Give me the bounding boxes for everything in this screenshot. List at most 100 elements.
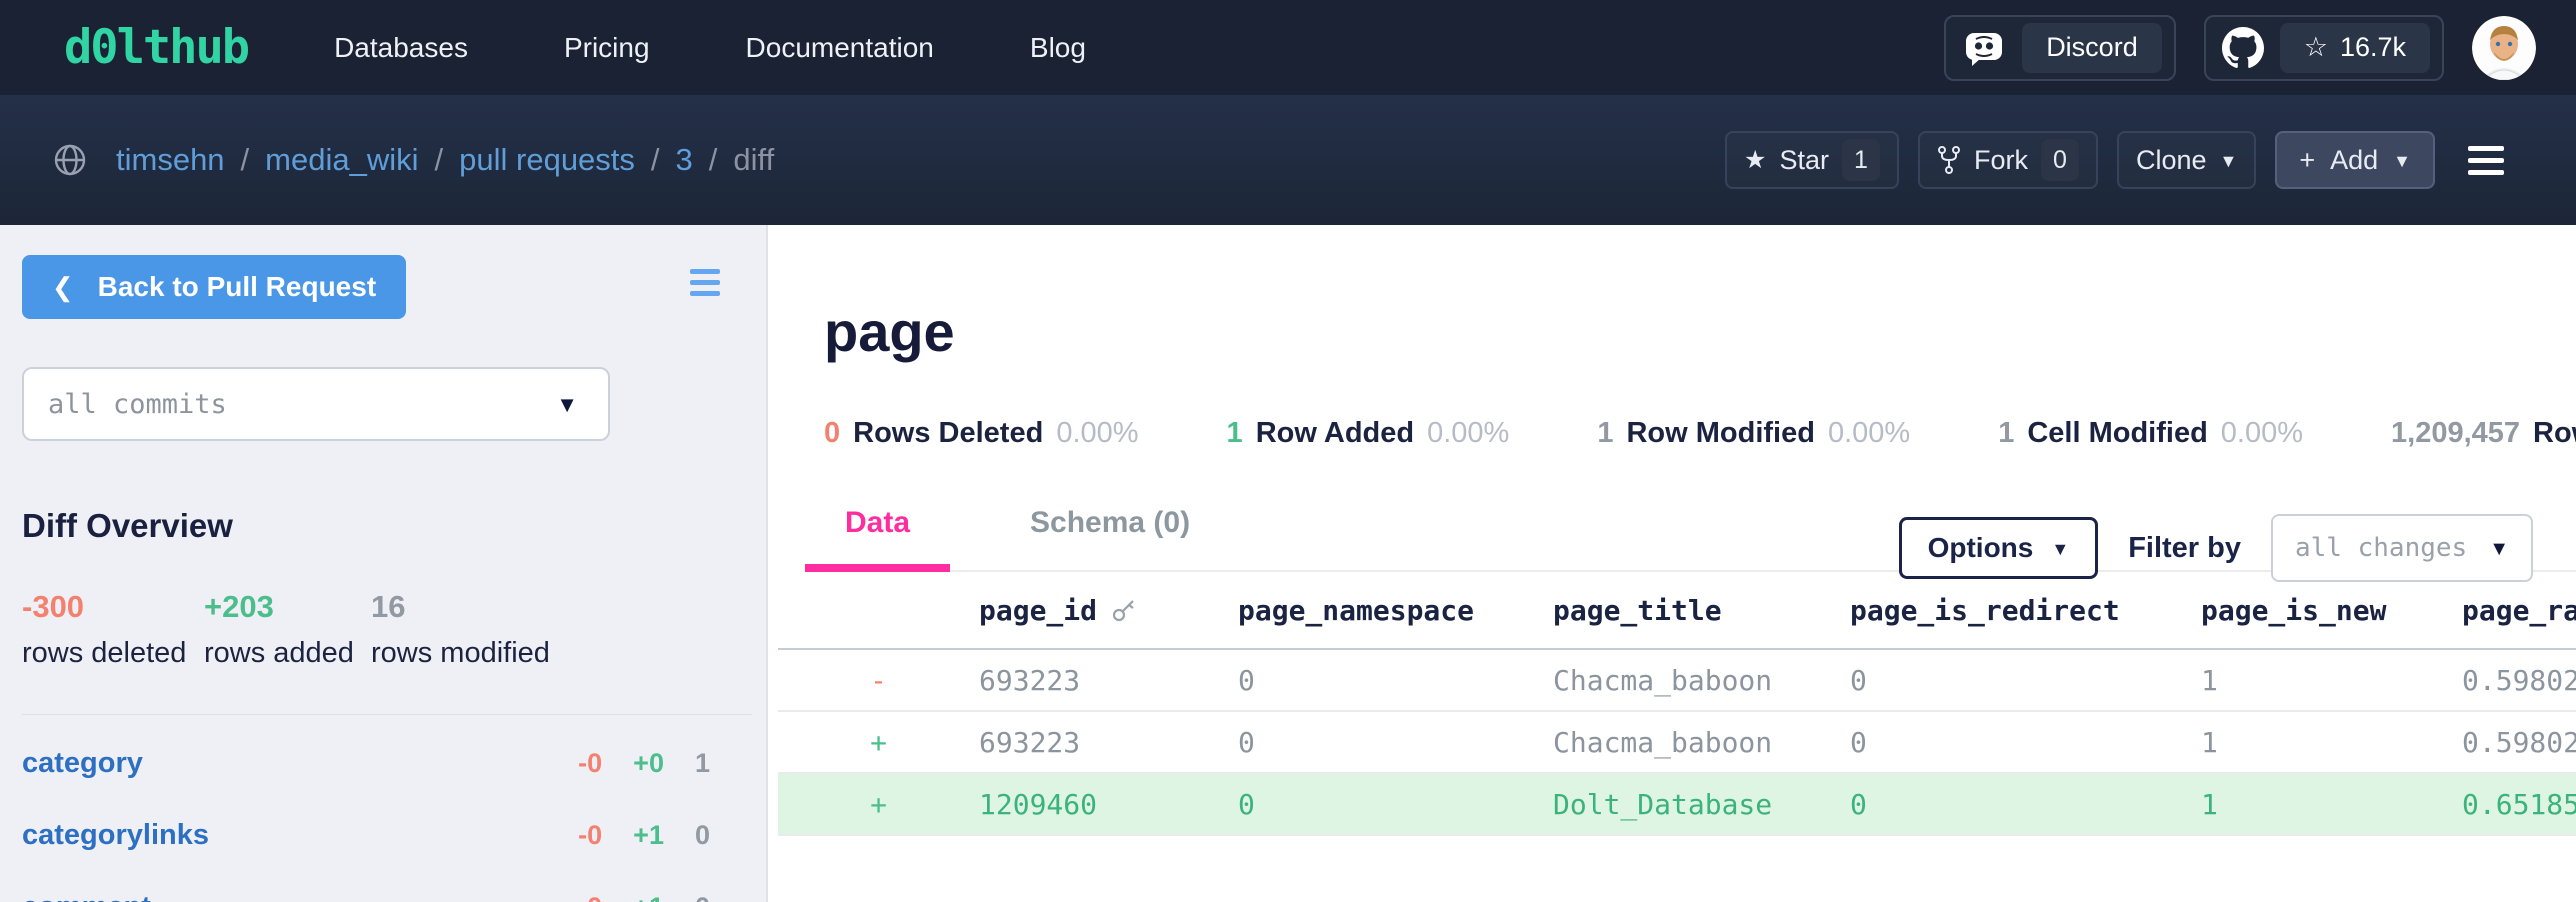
summary-value: 1: [1998, 417, 2015, 449]
table-modified-count: 1: [694, 747, 710, 778]
breadcrumb-separator: /: [708, 142, 718, 177]
breadcrumb-repo[interactable]: media_wiki: [265, 142, 419, 177]
filter-by-label: Filter by: [2128, 531, 2241, 564]
column-header-page-id: page_id: [979, 594, 1238, 627]
fork-count-badge: 0: [2040, 139, 2079, 181]
tab-schema[interactable]: Schema (0): [1030, 506, 1191, 539]
cell-page-namespace: 0: [1238, 725, 1255, 759]
sidebar-hamburger-icon[interactable]: [690, 269, 720, 296]
filter-dropdown[interactable]: all changes ▼: [2271, 514, 2533, 582]
diff-summary-row: 0 Rows Deleted 0.00% 1 Row Added 0.00% 1…: [824, 417, 2576, 450]
changed-tables-list: category -0 +0 1 categorylinks -0 +1 0: [22, 727, 738, 902]
breadcrumb-separator: /: [434, 142, 444, 177]
summary-percent: 0.00%: [1056, 417, 1139, 449]
github-button[interactable]: ☆ 16.7k: [2203, 14, 2444, 81]
repo-header-bar: timsehn / media_wiki / pull requests / 3…: [0, 95, 2576, 225]
menu-hamburger-icon[interactable]: [2468, 145, 2504, 175]
nav-link-databases[interactable]: Databases: [334, 31, 468, 63]
add-button[interactable]: + Add ▼: [2275, 131, 2435, 189]
table-row-added-modified[interactable]: + 693223 0 Chacma_baboon 0 1 0.59802: [778, 712, 2576, 774]
filter-dropdown-value: all changes: [2295, 533, 2468, 563]
summary-value: 1: [1597, 417, 1614, 449]
fork-button[interactable]: Fork 0: [1917, 131, 2098, 189]
summary-row-added: 1 Row Added 0.00%: [1227, 417, 1510, 450]
table-controls: Options ▼ Filter by all changes ▼: [1898, 514, 2533, 582]
summary-label: Cell Modified: [2027, 417, 2208, 449]
commits-dropdown-value: all commits: [48, 388, 227, 420]
cell-page-is-redirect: 0: [1850, 663, 1867, 697]
summary-value: 1: [1226, 417, 1243, 449]
dolthub-logo[interactable]: d0lthub: [64, 20, 250, 75]
cell-page-is-new: 1: [2201, 787, 2218, 821]
summary-rows-deleted: 0 Rows Deleted 0.00%: [824, 417, 1139, 450]
nav-link-documentation[interactable]: Documentation: [745, 31, 934, 63]
nav-link-pricing[interactable]: Pricing: [563, 31, 650, 63]
chevron-down-icon: ▼: [2489, 537, 2509, 560]
row-added-marker: +: [870, 725, 887, 759]
table-deleted-count: -0: [578, 747, 603, 778]
summary-rows-unmodified: 1,209,457 Row: [2391, 417, 2576, 450]
breadcrumb-pull-requests[interactable]: pull requests: [459, 142, 635, 177]
back-button-label: Back to Pull Request: [97, 271, 377, 302]
table-link[interactable]: category: [22, 746, 143, 779]
cell-page-random: 0.65185: [2462, 787, 2576, 821]
summary-value: 0: [824, 417, 841, 449]
primary-key-icon: [1111, 597, 1137, 623]
cell-page-namespace: 0: [1238, 787, 1255, 821]
column-header-page-namespace: page_namespace: [1238, 593, 1475, 627]
cell-page-namespace: 0: [1238, 663, 1255, 697]
breadcrumb-owner[interactable]: timsehn: [116, 142, 225, 177]
rows-modified-value: 16: [371, 589, 406, 624]
chevron-down-icon: ▼: [2219, 150, 2238, 171]
star-button[interactable]: ★ Star 1: [1725, 131, 1899, 189]
summary-label: Row Added: [1255, 417, 1415, 449]
table-modified-count: 0: [695, 892, 710, 902]
summary-cell-modified: 1 Cell Modified 0.00%: [1998, 417, 2303, 450]
github-icon: [2221, 26, 2264, 69]
clone-label: Clone: [2135, 144, 2207, 175]
column-header-page-is-redirect: page_is_redirect: [1850, 593, 2120, 627]
globe-icon: [52, 142, 88, 178]
table-link[interactable]: categorylinks: [22, 818, 209, 851]
table-deleted-count: -0: [578, 819, 603, 850]
table-row-deleted[interactable]: - 693223 0 Chacma_baboon 0 1 0.59802: [778, 650, 2576, 712]
rows-deleted-label: rows deleted: [22, 637, 187, 669]
discord-icon: [1962, 28, 2006, 68]
sidebar-divider: [22, 714, 752, 715]
rows-modified-label: rows modified: [371, 637, 550, 669]
table-row-added[interactable]: + 1209460 0 Dolt_Database 0 1 0.65185: [778, 774, 2576, 836]
user-avatar[interactable]: [2472, 15, 2536, 80]
primary-nav: Databases Pricing Documentation Blog: [334, 32, 1086, 64]
discord-button[interactable]: Discord: [1944, 14, 2176, 81]
diff-overview-title: Diff Overview: [22, 507, 233, 544]
rows-added-label: rows added: [204, 637, 354, 669]
stat-rows-added: +203 rows added: [204, 589, 371, 670]
clone-button[interactable]: Clone ▼: [2116, 131, 2257, 189]
cell-page-is-redirect: 0: [1850, 725, 1867, 759]
table-list-item-category: category -0 +0 1: [22, 727, 738, 799]
table-header-row: page_id page_namespace page_title page_i…: [778, 572, 2576, 650]
table-list-item-comment: comment -0 +1 0: [22, 871, 738, 902]
table-deleted-count: -0: [578, 892, 602, 902]
diff-sidebar: ❮ Back to Pull Request all commits ▼ Dif…: [0, 225, 768, 902]
cell-page-is-new: 1: [2201, 663, 2218, 697]
cell-page-is-redirect: 0: [1850, 787, 1867, 821]
commits-dropdown[interactable]: all commits ▼: [22, 367, 610, 441]
breadcrumb-pr-number[interactable]: 3: [675, 142, 693, 177]
back-to-pull-request-button[interactable]: ❮ Back to Pull Request: [22, 255, 406, 319]
table-added-count: +1: [633, 819, 664, 850]
table-added-count: +0: [633, 747, 664, 778]
cell-page-is-new: 1: [2201, 725, 2218, 759]
summary-percent: 0.00%: [1427, 417, 1510, 449]
breadcrumb-separator: /: [240, 142, 250, 177]
options-button[interactable]: Options ▼: [1898, 517, 2099, 579]
rows-deleted-value: -300: [22, 589, 85, 624]
tab-data[interactable]: Data: [805, 506, 951, 572]
diff-main-panel: page 0 Rows Deleted 0.00% 1 Row Added 0.…: [768, 225, 2576, 902]
fork-label: Fork: [1973, 144, 2028, 175]
summary-label: Row Modified: [1626, 417, 1815, 449]
cell-page-id: 1209460: [979, 787, 1098, 821]
repo-actions: ★ Star 1 Fork 0 Clone ▼ + Ad: [1725, 131, 2504, 189]
table-link[interactable]: comment: [22, 891, 151, 902]
nav-link-blog[interactable]: Blog: [1029, 31, 1086, 63]
